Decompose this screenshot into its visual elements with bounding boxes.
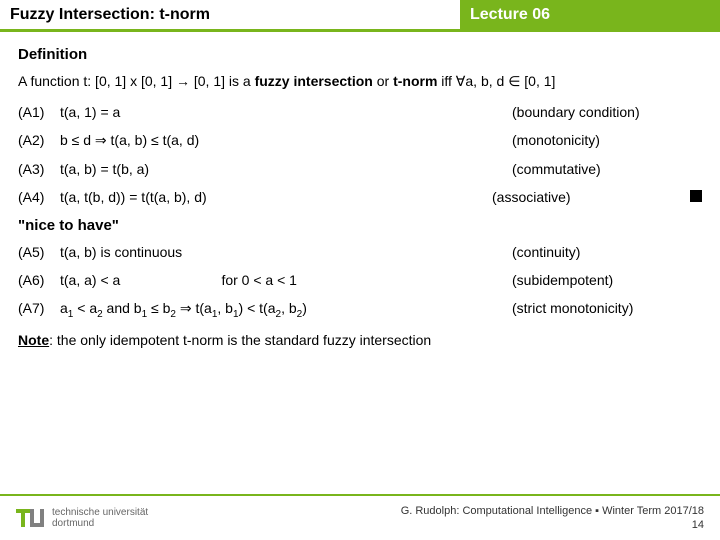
axiom-row: (A4) t(a, t(b, d)) = t(t(a, b), d) (asso… xyxy=(18,189,702,205)
tu-logo: technische universität dortmund xyxy=(16,505,148,531)
axiom-body: t(a, b) = t(b, a) xyxy=(60,161,512,177)
header-bar: Fuzzy Intersection: t-norm Lecture 06 xyxy=(0,0,720,32)
def-or: or xyxy=(373,73,393,89)
axiom-body: t(a, b) is continuous xyxy=(60,244,512,260)
definition-text: A function t: [0, 1] x [0, 1] → [0, 1] i… xyxy=(18,73,702,90)
axiom-body: t(a, a) < a for 0 < a < 1 xyxy=(60,272,512,288)
def-bold-2: t-norm xyxy=(393,73,437,89)
axiom-desc: (strict monotonicity) xyxy=(512,300,702,316)
axiom-desc: (monotonicity) xyxy=(512,132,702,148)
footer-credit: G. Rudolph: Computational Intelligence ▪… xyxy=(401,504,704,533)
axiom-label: (A4) xyxy=(18,189,60,205)
definition-heading: Definition xyxy=(18,46,702,63)
page-number: 14 xyxy=(401,518,704,532)
axiom-desc: (associative) xyxy=(492,189,682,205)
axiom-desc: (commutative) xyxy=(512,161,702,177)
qed-box-icon xyxy=(690,190,702,202)
note-label: Note xyxy=(18,332,49,348)
uni-line-2: dortmund xyxy=(52,518,148,529)
note-line: Note: the only idempotent t-norm is the … xyxy=(18,332,702,348)
axiom-row: (A1) t(a, 1) = a (boundary condition) xyxy=(18,104,702,120)
axiom-label: (A7) xyxy=(18,300,60,316)
axiom-body: t(a, 1) = a xyxy=(60,104,512,120)
def-suffix: iff ∀a, b, d ∈ [0, 1] xyxy=(437,73,555,89)
note-text: : the only idempotent t-norm is the stan… xyxy=(49,332,431,348)
credit-line: G. Rudolph: Computational Intelligence ▪… xyxy=(401,504,704,518)
lecture-label: Lecture 06 xyxy=(460,0,720,32)
axiom-desc: (subidempotent) xyxy=(512,272,702,288)
axiom-body: a1 < a2 and b1 ≤ b2 ⇒ t(a1, b1) < t(a2, … xyxy=(60,300,512,320)
axiom-label: (A3) xyxy=(18,161,60,177)
tu-logo-icon xyxy=(16,505,46,531)
footer: technische universität dortmund G. Rudol… xyxy=(0,494,720,540)
axiom-desc: (boundary condition) xyxy=(512,104,702,120)
axiom-label: (A6) xyxy=(18,272,60,288)
axiom-row: (A2) b ≤ d ⇒ t(a, b) ≤ t(a, d) (monotoni… xyxy=(18,132,702,149)
def-prefix: A function t: [0, 1] x [0, 1] → [0, 1] i… xyxy=(18,73,255,89)
axiom-body: b ≤ d ⇒ t(a, b) ≤ t(a, d) xyxy=(60,132,512,149)
axiom-row: (A3) t(a, b) = t(b, a) (commutative) xyxy=(18,161,702,177)
def-bold-1: fuzzy intersection xyxy=(255,73,373,89)
axiom-row: (A7) a1 < a2 and b1 ≤ b2 ⇒ t(a1, b1) < t… xyxy=(18,300,702,320)
axiom-body: t(a, t(b, d)) = t(t(a, b), d) xyxy=(60,189,492,205)
slide-content: Definition A function t: [0, 1] x [0, 1]… xyxy=(0,32,720,348)
uni-line-1: technische universität xyxy=(52,507,148,518)
axiom-desc: (continuity) xyxy=(512,244,702,260)
axiom-row: (A6) t(a, a) < a for 0 < a < 1 (subidemp… xyxy=(18,272,702,288)
axiom-row: (A5) t(a, b) is continuous (continuity) xyxy=(18,244,702,260)
axiom-label: (A5) xyxy=(18,244,60,260)
axiom-label: (A2) xyxy=(18,132,60,148)
tu-logo-text: technische universität dortmund xyxy=(52,507,148,529)
slide-title: Fuzzy Intersection: t-norm xyxy=(0,0,460,32)
nice-to-have-heading: "nice to have" xyxy=(18,217,702,234)
axiom-label: (A1) xyxy=(18,104,60,120)
